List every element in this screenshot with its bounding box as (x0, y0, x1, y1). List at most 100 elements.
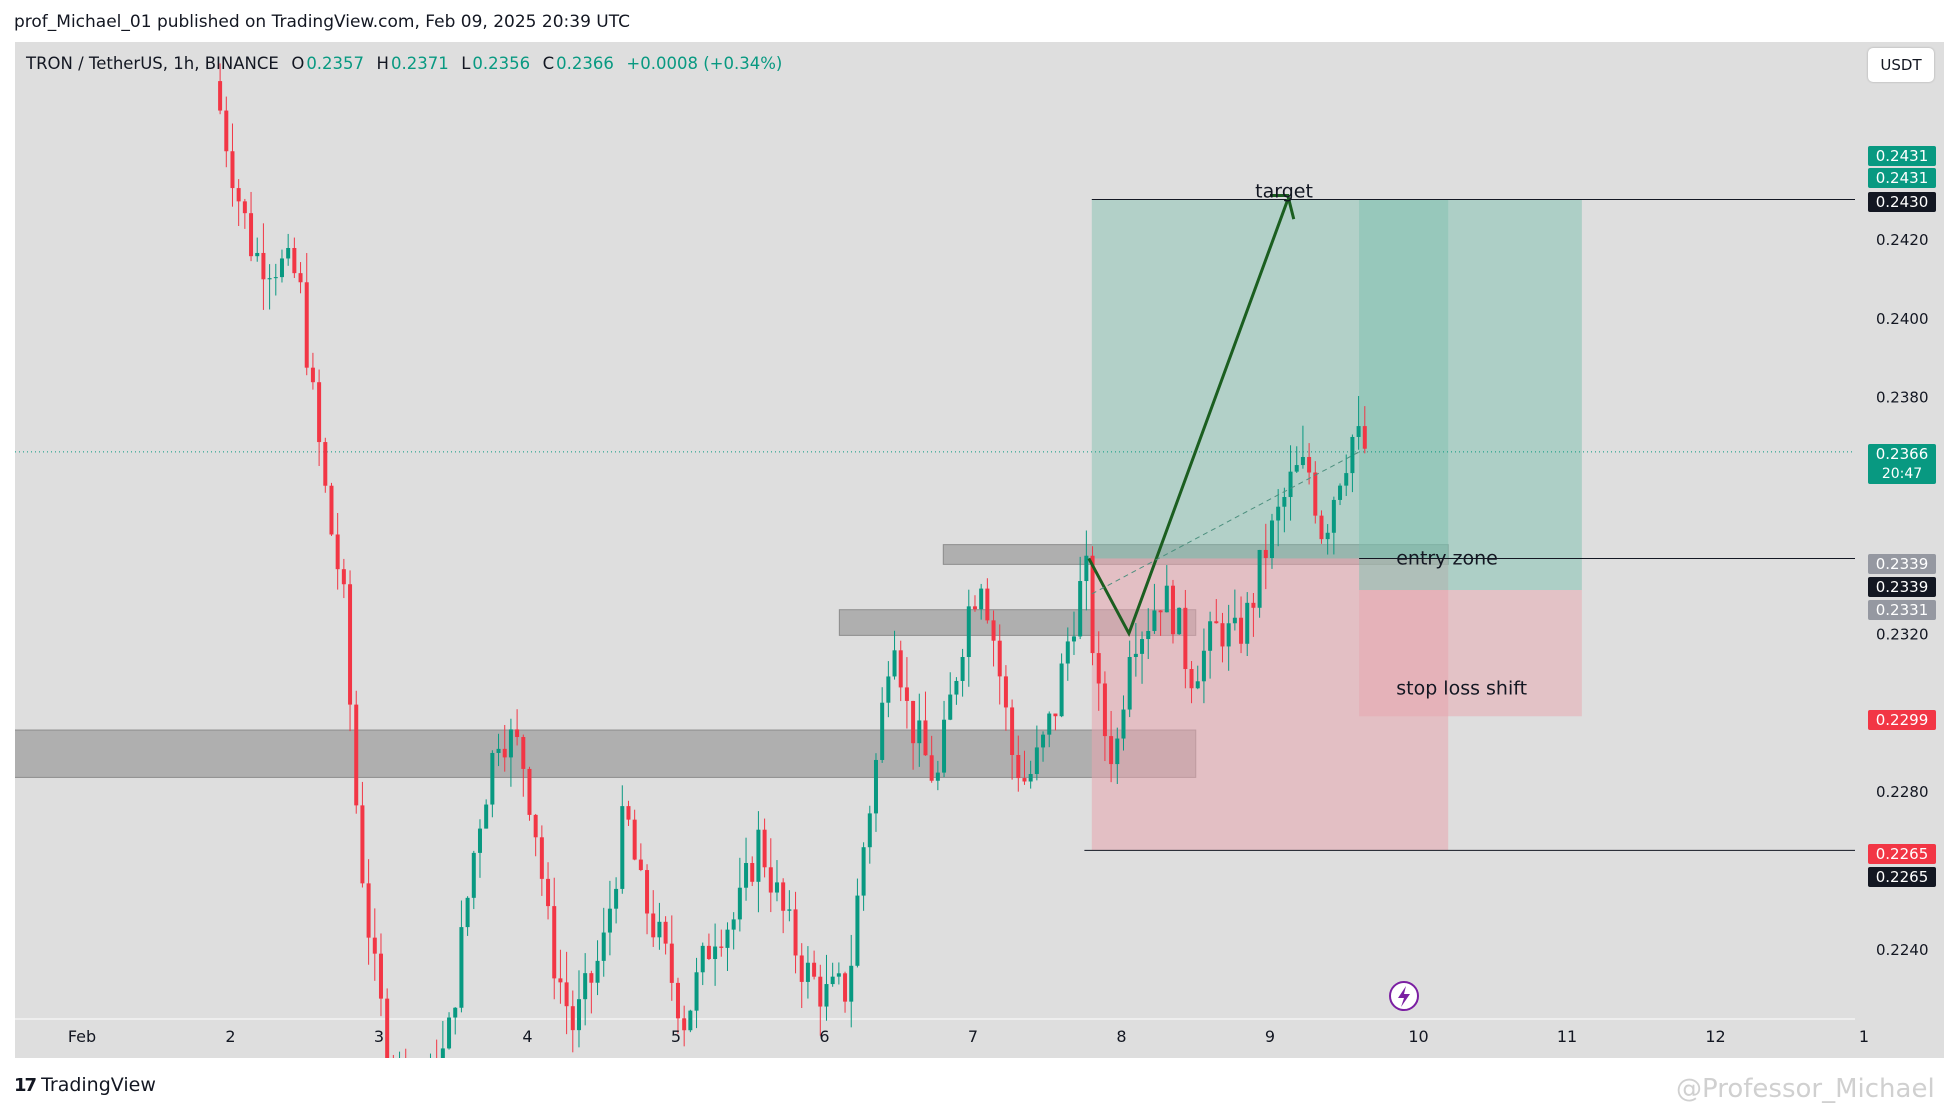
price-label-text: 0.2431 (1876, 147, 1929, 165)
price-label-badge[interactable] (1868, 577, 1936, 597)
candle (1214, 621, 1219, 624)
candle (923, 720, 928, 756)
legend-close-label: C (542, 54, 555, 73)
x-tick-label: 8 (1116, 1027, 1126, 1046)
price-label-badge[interactable] (1868, 867, 1936, 887)
annotation-stop-loss-shift: stop loss shift (1396, 678, 1527, 700)
candle (317, 382, 322, 443)
candle (768, 867, 773, 893)
y-tick-label: 0.2280 (1876, 783, 1929, 801)
legend-open-label: O (291, 54, 305, 73)
candle (1022, 778, 1027, 782)
price-label-badge[interactable] (1868, 554, 1936, 574)
tradingview-logo[interactable]: 17 TradingView (14, 1074, 156, 1096)
candle (880, 702, 885, 760)
price-label-badge[interactable] (1868, 444, 1936, 484)
candle (1350, 436, 1355, 474)
candle (855, 895, 860, 966)
price-label-badge[interactable] (1868, 168, 1936, 188)
candle (849, 965, 854, 1002)
price-label-text: 0.2265 (1876, 868, 1929, 886)
candle (1034, 747, 1039, 775)
legend-low: 0.2356 (472, 54, 531, 73)
candle (453, 1007, 458, 1018)
candle (663, 921, 668, 944)
candle (892, 650, 897, 677)
candle (1133, 653, 1138, 657)
candle (348, 584, 353, 705)
candle (1084, 555, 1089, 582)
support-zone-0[interactable] (15, 729, 1197, 778)
x-tick-label: 1 (1859, 1027, 1869, 1046)
candle (1109, 736, 1114, 765)
x-tick-label: 11 (1557, 1027, 1577, 1046)
price-label-badge[interactable] (1868, 192, 1936, 212)
candle (719, 946, 724, 948)
candle (867, 813, 872, 848)
candle (539, 837, 544, 879)
candle (805, 962, 810, 982)
candle (1071, 636, 1076, 642)
candle (774, 882, 779, 893)
annotation-entry-zone: entry zone (1396, 547, 1498, 569)
candle (744, 863, 749, 888)
ohlc-legend: TRON / TetherUS, 1h, BINANCE O 0.2357 H 0.… (26, 54, 784, 73)
candle (267, 278, 272, 280)
candle (1003, 676, 1008, 708)
candle (527, 768, 532, 815)
candle (1115, 738, 1120, 765)
candle (323, 442, 328, 486)
currency-button[interactable]: USDT (1868, 48, 1934, 82)
price-label-text: 0.2299 (1876, 711, 1929, 729)
candle (1344, 473, 1349, 486)
legend-high-label: H (376, 54, 389, 73)
candle (954, 680, 959, 695)
candle (830, 976, 835, 985)
candle (960, 657, 965, 681)
trend-dashed-line (1091, 451, 1360, 595)
candle (372, 937, 377, 954)
projection-path[interactable] (1087, 198, 1290, 638)
candle (558, 978, 563, 983)
candle (713, 946, 718, 960)
price-label-badge[interactable] (1868, 600, 1936, 620)
candle (675, 982, 680, 1019)
candle (762, 829, 767, 868)
candle (471, 852, 476, 898)
price-label-text: 0.2431 (1876, 169, 1929, 187)
chart-area[interactable]: target entry zone stop loss shift 0.2240 0.2… (15, 42, 1944, 1058)
publisher-line: prof_Michael_01 published on TradingView… (14, 12, 630, 32)
price-label-badge[interactable] (1868, 844, 1936, 864)
candle (1127, 656, 1132, 710)
candle (1016, 754, 1021, 779)
x-tick-label: 9 (1265, 1027, 1275, 1046)
watermark: @Professor_Michael (1676, 1074, 1935, 1104)
candle (886, 676, 891, 703)
candle (929, 755, 934, 781)
candle (620, 806, 625, 889)
loss-zone-1[interactable] (1359, 590, 1582, 717)
price-chart[interactable]: target entry zone stop loss shift 0.2240 0.2… (15, 42, 1944, 1058)
y-tick-label: 0.2240 (1876, 941, 1929, 959)
candle (1010, 707, 1015, 755)
candle (242, 201, 247, 214)
candle (1140, 639, 1145, 654)
x-tick-label: 2 (225, 1027, 235, 1046)
candle (1251, 602, 1256, 608)
price-label-badge[interactable] (1868, 710, 1936, 730)
price-label-badge[interactable] (1868, 146, 1936, 166)
candle (1325, 532, 1330, 540)
price-label-text: 0.2339 (1876, 578, 1929, 596)
candle (731, 919, 736, 930)
profit-zone-1[interactable] (1359, 199, 1582, 591)
candle (1201, 650, 1206, 682)
candle (1090, 555, 1095, 654)
candle (688, 1010, 693, 1031)
price-label-text: 0.2331 (1876, 601, 1929, 619)
x-tick-label: 3 (374, 1027, 384, 1046)
tradingview-logo-icon: 17 (14, 1074, 37, 1096)
candle (793, 909, 798, 956)
legend-change: +0.0008 (+0.34%) (626, 54, 783, 73)
x-tick-label: 10 (1408, 1027, 1428, 1046)
candle (799, 955, 804, 982)
